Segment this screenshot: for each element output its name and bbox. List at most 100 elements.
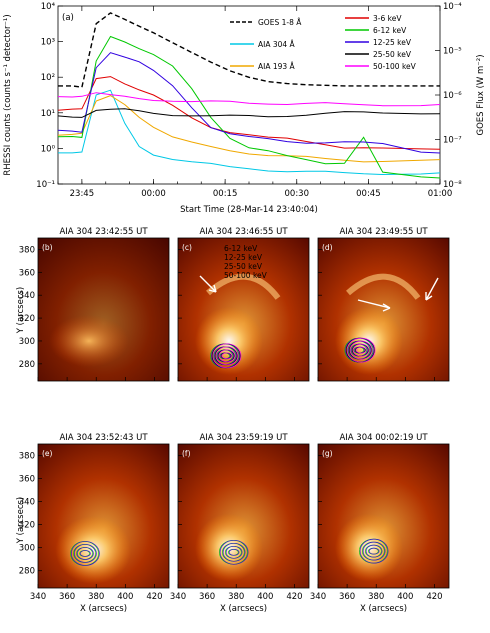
y-tick-label: 10⁰: [41, 144, 56, 154]
x-tick-label: 23:45: [70, 189, 95, 199]
y-tick-label-right: 10⁻⁴: [443, 2, 462, 12]
lightcurve-legend: GOES 1-8 Å AIA 304 Å AIA 193 Å 3-6 keV 6-12 …: [230, 14, 417, 71]
y-tick-label-right: 10⁻⁸: [443, 180, 462, 190]
y-tick-label-right: 10⁻⁵: [443, 47, 462, 57]
img-x-tick-label: 380: [368, 592, 384, 602]
lightcurve-y-ticks-right: 10⁻⁸ 10⁻⁷ 10⁻⁶ 10⁻⁵ 10⁻⁴: [435, 2, 462, 190]
panel-title: AIA 304 23:46:55 UT: [199, 227, 288, 237]
panel-label: (d): [322, 243, 333, 252]
y-tick-label: 10³: [41, 38, 55, 48]
series-line-aia-304-: [58, 89, 441, 176]
panel-title: AIA 304 23:42:55 UT: [59, 227, 148, 237]
flare-kernel: [55, 515, 132, 584]
image-panel-e: (e) AIA 304 23:52:43 UT: [37, 433, 170, 589]
contour-legend-entry: 12-25 keV: [224, 253, 263, 262]
y-tick-label: 10¹: [41, 109, 55, 119]
img-x-tick-label: 340: [310, 592, 326, 602]
series-line-6-12-kev: [57, 35, 441, 179]
hxr-contour: [218, 349, 236, 363]
img-y-tick-label: 280: [19, 360, 35, 370]
img-x-tick-label: 380: [228, 592, 244, 602]
hxr-contour: [222, 542, 246, 562]
y-tick-label: 10²: [41, 73, 55, 83]
image-frame: [177, 237, 310, 382]
img-x-tick-label: 400: [117, 592, 133, 602]
hxr-contour: [355, 346, 367, 354]
arrow-annotation: [357, 299, 391, 312]
img-y-tick-label: 280: [19, 567, 35, 577]
image-frame: [317, 237, 450, 382]
series-line-12-25-kev: [57, 52, 441, 154]
panel-label: (e): [42, 449, 53, 458]
hxr-contour: [362, 541, 386, 561]
aia-image-axes: 280 300 320 340 360 380 280 300 320 340 360 380 340 3…: [19, 245, 443, 614]
image-panel-d: (d) AIA 304 23:49:55 UT: [317, 227, 450, 382]
legend-label: AIA 304 Å: [258, 40, 296, 49]
series-line-goes-1-8-: [58, 12, 440, 88]
arrow-annotation: [425, 277, 439, 301]
y-tick-label: 10⁻¹: [36, 180, 55, 190]
img-y-tick-label: 300: [19, 337, 35, 347]
image-panel-f: (f) AIA 304 23:59:19 UT: [177, 433, 310, 589]
panel-title: AIA 304 00:02:19 UT: [339, 433, 428, 443]
img-x-tick-label: 340: [30, 592, 46, 602]
image-frame: [37, 443, 170, 589]
flare-loop: [206, 273, 281, 300]
img-x-tick-label: 400: [397, 592, 413, 602]
legend-label: 25-50 keV: [373, 50, 412, 59]
hxr-contour: [368, 547, 380, 555]
lightcurve-y-label: RHESSI counts (counts s⁻¹ detector⁻¹): [3, 14, 13, 175]
image-panel-b: (b) AIA 304 23:42:55 UT: [37, 227, 170, 382]
img-y-tick-label: 360: [19, 475, 35, 485]
hxr-contour: [352, 343, 370, 357]
image-frame: [37, 237, 170, 382]
flare-kernel: [48, 314, 129, 367]
arrow-annotation: [199, 275, 217, 293]
img-y-tick-label: 320: [19, 521, 35, 531]
panel-label: (c): [182, 243, 192, 252]
panel-title: AIA 304 23:49:55 UT: [339, 227, 428, 237]
img-x-tick-label: 380: [88, 592, 104, 602]
aia-image-panels: (b) AIA 304 23:42:55 UT (c) AIA 304 23:46:5…: [37, 227, 450, 589]
img-x-tick-label: 420: [146, 592, 162, 602]
img-x-tick-label: 360: [199, 592, 215, 602]
y-tick-label: 10⁴: [41, 2, 56, 12]
hxr-contour: [215, 346, 239, 366]
series-line-3-6-kev: [57, 76, 441, 150]
y-tick-label-right: 10⁻⁷: [443, 136, 462, 146]
legend-label: GOES 1-8 Å: [258, 18, 302, 27]
img-y-tick-label: 300: [19, 544, 35, 554]
contour-legend-entry: 50-100 keV: [224, 271, 268, 280]
image-y-label-top: Y (arcsecs): [16, 287, 26, 334]
contour-legend-entry: 6-12 keV: [224, 244, 258, 253]
lightcurve-x-label: Start Time (28-Mar-14 23:40:04): [180, 205, 318, 215]
img-y-tick-label: 320: [19, 314, 35, 324]
lightcurve-y-ticks: 10⁻¹ 10⁰ 10¹ 10² 10³ 10⁴: [36, 2, 63, 190]
img-y-tick-label: 340: [19, 291, 35, 301]
hxr-contour: [228, 548, 240, 556]
hxr-contour: [225, 545, 243, 559]
flare-loop: [346, 273, 421, 300]
series-line-25-50-kev: [57, 108, 441, 118]
image-y-label-bottom: Y (arcsecs): [16, 497, 26, 544]
hxr-contour: [80, 550, 91, 557]
contour-legend-entry: 25-50 keV: [224, 262, 263, 271]
hxr-contour: [212, 343, 242, 369]
x-tick-label: 00:45: [356, 189, 381, 199]
panel-a-label: (a): [62, 13, 74, 23]
panel-title: AIA 304 23:59:19 UT: [199, 433, 288, 443]
panel-label: (b): [42, 243, 53, 252]
img-x-tick-label: 420: [426, 592, 442, 602]
image-frame: [317, 443, 450, 589]
img-x-tick-label: 340: [170, 592, 186, 602]
img-x-tick-label: 400: [257, 592, 273, 602]
panel-label: (f): [182, 449, 191, 458]
hxr-contour: [77, 547, 94, 560]
img-y-tick-label: 360: [19, 268, 35, 278]
img-y-tick-label: 380: [19, 452, 35, 462]
img-x-tick-label: 420: [286, 592, 302, 602]
y-tick-label-right: 10⁻⁶: [443, 91, 462, 101]
lightcurve-x-ticks: 23:45 00:00 00:15 00:30 00:45 01:00: [57, 6, 452, 199]
